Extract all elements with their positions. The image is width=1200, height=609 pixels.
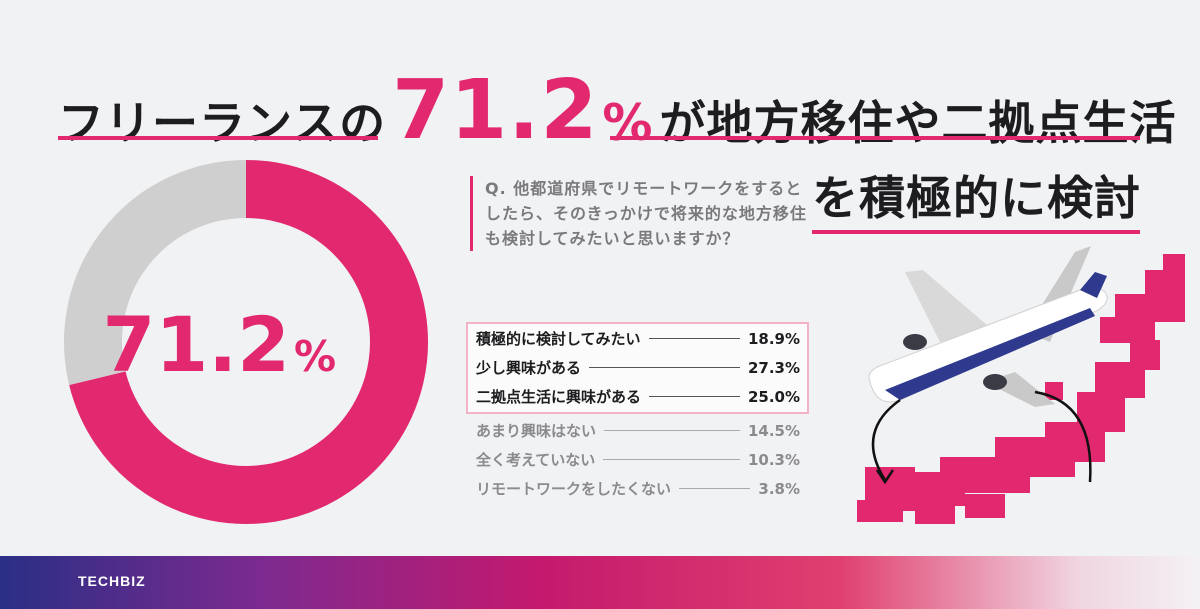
japan-map-icon xyxy=(857,254,1185,524)
headline-number: 71.2 xyxy=(392,63,599,158)
answer-value: 3.8% xyxy=(758,479,800,498)
answer-value: 14.5% xyxy=(747,421,800,440)
donut-slice xyxy=(69,160,428,524)
answer-row: 二拠点生活に興味がある 25.0% xyxy=(476,382,800,411)
donut-chart: 71.2 % xyxy=(64,160,428,524)
japan-map-airplane-illustration xyxy=(857,246,1185,524)
highlight-box xyxy=(466,322,809,414)
donut-slice xyxy=(64,160,247,386)
survey-question: Q. 他都道府県でリモートワークをするとしたら、そのきっかけで将来的な地方移住も… xyxy=(470,176,815,251)
answer-row: 積極的に検討してみたい 18.9% xyxy=(476,324,800,353)
flight-path-arrow-right xyxy=(1034,390,1092,483)
answer-label: 積極的に検討してみたい xyxy=(476,330,641,348)
headline-line2: を積極的に検討 xyxy=(812,171,1141,225)
answer-row: あまり興味はない 14.5% xyxy=(476,416,800,445)
arrow-head-left-icon xyxy=(875,469,895,485)
headline-underline-left xyxy=(58,136,378,140)
answer-label: 二拠点生活に興味がある xyxy=(476,388,642,406)
leader-line xyxy=(604,430,740,431)
answer-row: リモートワークをしたくない 3.8% xyxy=(476,474,800,503)
leader-line xyxy=(589,367,740,368)
answer-label: あまり興味はない xyxy=(476,422,597,440)
answer-value: 18.9% xyxy=(747,329,800,348)
answer-label: リモートワークをしたくない xyxy=(476,480,672,498)
footer-bar: TECHBIZ xyxy=(0,556,1200,609)
answer-value: 10.3% xyxy=(747,450,800,469)
headline-percent: % xyxy=(602,94,654,152)
donut-center-value: 71.2 xyxy=(102,300,290,389)
headline-pre: フリーランスの xyxy=(58,95,387,150)
answer-label: 少し興味がある xyxy=(476,359,582,377)
leader-line xyxy=(649,396,740,397)
headline-underline-right xyxy=(610,136,1140,140)
headline: フリーランスの 71.2 % が地方移住や二拠点生活 xyxy=(58,62,1177,158)
answer-label: 全く考えていない xyxy=(476,451,596,469)
airplane-icon xyxy=(868,246,1108,407)
flight-path-arrow-left xyxy=(871,398,901,481)
donut-center-unit: % xyxy=(294,332,336,381)
brand-logo: TECHBIZ xyxy=(78,573,146,589)
answer-row: 全く考えていない 10.3% xyxy=(476,445,800,474)
headline-post: が地方移住や二拠点生活 xyxy=(659,95,1177,150)
answer-row: 少し興味がある 27.3% xyxy=(476,353,800,382)
leader-line xyxy=(679,488,751,489)
answer-value: 25.0% xyxy=(747,387,800,406)
leader-line xyxy=(648,338,740,339)
answer-value: 27.3% xyxy=(747,358,800,377)
headline-line2-underline xyxy=(812,230,1140,234)
leader-line xyxy=(603,459,740,460)
